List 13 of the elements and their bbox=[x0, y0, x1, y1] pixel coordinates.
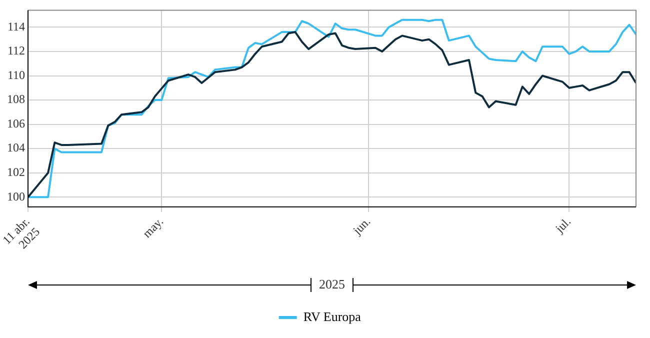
y-tick-label: 106 bbox=[7, 116, 25, 130]
x-tick-label: jun. bbox=[350, 214, 374, 238]
y-tick-label: 110 bbox=[7, 68, 25, 82]
y-tick-label: 104 bbox=[7, 140, 25, 155]
legend-label: RV Europa bbox=[303, 308, 362, 324]
y-tick-label: 114 bbox=[7, 19, 25, 34]
y-tick-label: 100 bbox=[7, 189, 25, 204]
y-tick-label: 108 bbox=[7, 92, 25, 106]
text: 2025 bbox=[319, 276, 345, 292]
y-tick-label: 112 bbox=[7, 44, 25, 58]
y-tick-label: 102 bbox=[7, 165, 25, 180]
x-tick-label: may. bbox=[140, 214, 166, 240]
x-tick-label: jul. bbox=[552, 214, 574, 236]
